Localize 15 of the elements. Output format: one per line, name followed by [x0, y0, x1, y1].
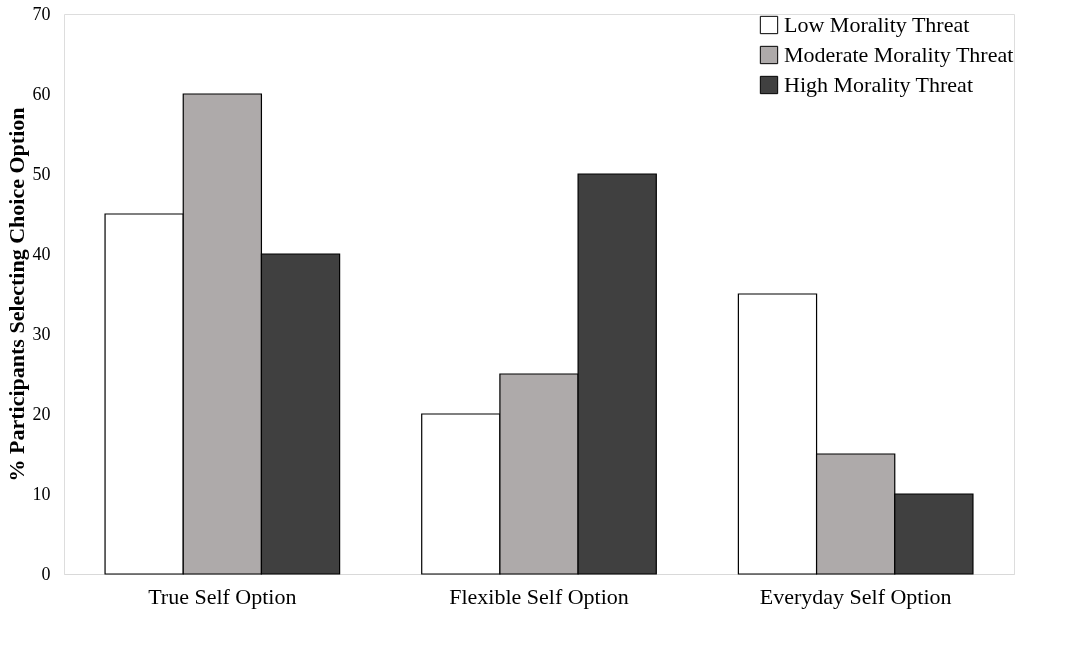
- legend-label: Moderate Morality Threat: [784, 42, 1014, 67]
- y-tick-label: 60: [32, 83, 51, 104]
- x-tick-label: True Self Option: [148, 583, 297, 609]
- legend-label: Low Morality Threat: [784, 12, 970, 37]
- x-tick-label: Flexible Self Option: [449, 583, 629, 609]
- y-tick-label: 0: [41, 563, 51, 584]
- legend-label: High Morality Threat: [784, 72, 973, 97]
- x-tick-label: Everyday Self Option: [759, 583, 952, 609]
- y-tick-label: 10: [32, 483, 51, 504]
- y-tick-label: 20: [32, 403, 51, 424]
- y-tick-label: 40: [32, 243, 51, 264]
- y-tick-label: 30: [32, 323, 51, 344]
- y-tick-label: 70: [32, 3, 51, 24]
- y-axis-title: % Participants Selecting Choice Option: [3, 107, 29, 482]
- y-tick-label: 50: [32, 163, 51, 184]
